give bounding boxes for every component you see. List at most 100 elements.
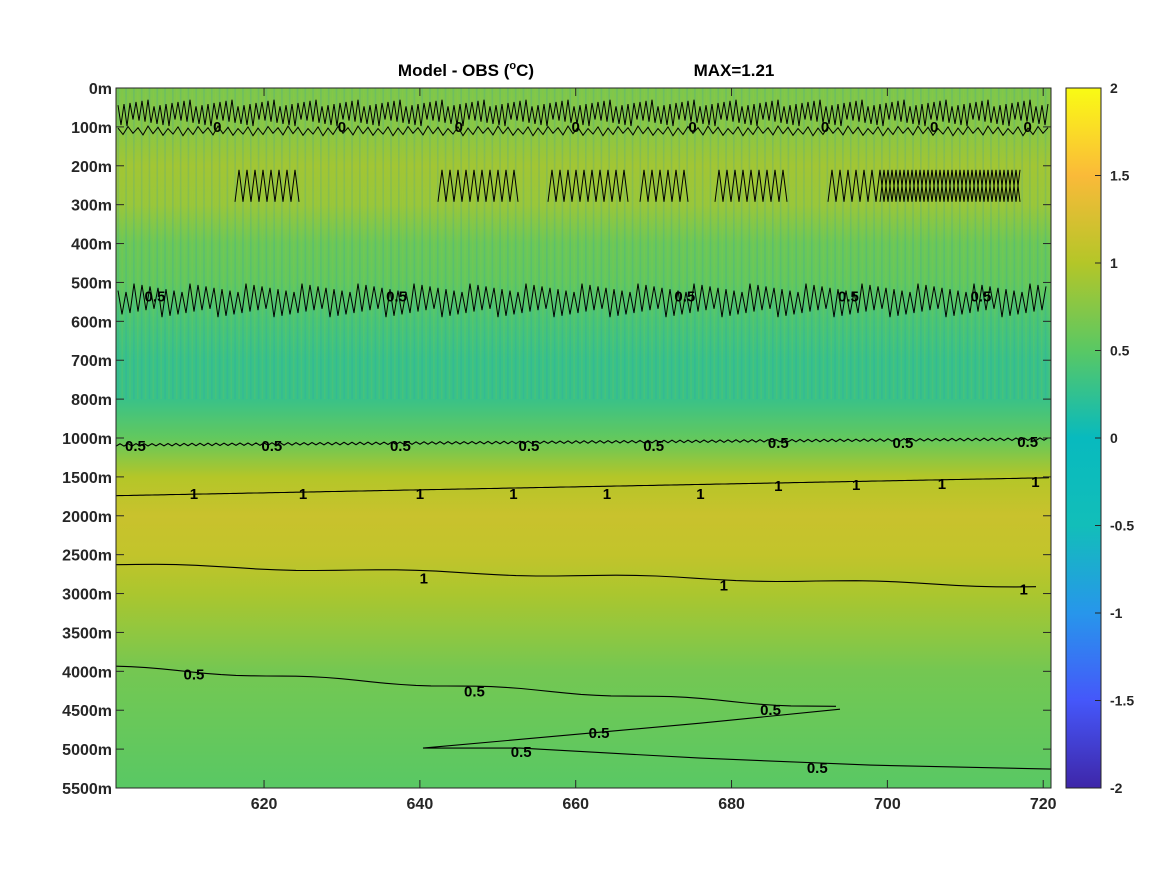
colorbar-tick-label: 0	[1110, 430, 1118, 446]
x-tick-label: 620	[251, 796, 278, 813]
contour-noise-250m-1	[547, 169, 629, 202]
plot-area: 0.5 0.5 0.5 0.5 0.5 0.5 0.5 0.5 1 1 1 1 1 1 1 1 1 1 1 1 1 0.5…	[115, 87, 1052, 789]
colorbar-ticks: 2 1.5 1 0.5 0 -0.5 -1 -1.5 -2	[1095, 80, 1134, 796]
contour-noise-250m-4	[234, 169, 300, 202]
title-prefix: Model - OBS (	[398, 61, 510, 80]
x-tick-label: 720	[1030, 796, 1057, 813]
contour-label: 0.5	[1017, 434, 1038, 451]
contour-label: 0	[1023, 119, 1031, 136]
contour-noise-250m-2	[714, 169, 788, 202]
contour-label: 0.5	[893, 435, 914, 452]
contour-label: 0.5	[390, 438, 411, 455]
y-tick-label: 5500m	[62, 781, 112, 798]
contour-label: 0.5	[386, 288, 407, 305]
x-tick-label: 680	[718, 796, 745, 813]
contour-label: 1	[190, 486, 198, 503]
contour-label: 1	[603, 486, 611, 503]
y-tick-label: 500m	[71, 275, 112, 292]
contour-noise-550m	[117, 283, 1047, 318]
contour-label: 1	[774, 478, 782, 495]
heatmap-field	[116, 88, 1051, 788]
y-tick-label: 4000m	[62, 664, 112, 681]
y-tick-label: 3500m	[62, 625, 112, 642]
y-tick-label: 0m	[89, 81, 112, 98]
title-suffix: C)	[516, 61, 534, 80]
contour-label: 1	[509, 486, 517, 503]
colorbar-tick-label: 2	[1110, 80, 1118, 96]
contour-label: 1	[696, 486, 704, 503]
contour-label: 0.5	[145, 288, 166, 305]
y-tick-label: 2500m	[62, 548, 112, 565]
contour-label: 0.5	[464, 683, 485, 700]
colorbar-tick-label: 1.5	[1110, 168, 1130, 184]
contour-0.5-4800m	[422, 708, 1051, 770]
y-tick-label: 800m	[71, 392, 112, 409]
contour-label: 0.5	[674, 288, 695, 305]
contour-label: 0.5	[261, 438, 282, 455]
contour-label: 0.5	[125, 438, 146, 455]
contour-labels: 0.5 0.5 0.5 0.5 0.5 0.5 0.5 0.5 1 1 1 1 1 1 1 1 1 1 1 1 1 0.5…	[125, 119, 1040, 777]
contour-noise-250m-5	[639, 169, 689, 202]
y-tick-label: 700m	[71, 353, 112, 370]
y-tick-label: 100m	[71, 120, 112, 137]
contour-label: 0	[688, 119, 696, 136]
y-tick-label: 3000m	[62, 587, 112, 604]
colorbar: 2 1.5 1 0.5 0 -0.5 -1 -1.5 -2	[1065, 80, 1134, 796]
contour-label: 0	[455, 119, 463, 136]
y-tick-label: 600m	[71, 314, 112, 331]
y-tick-label: 200m	[71, 159, 112, 176]
contour-label: 1	[1020, 582, 1028, 599]
contour-1-2700m	[116, 563, 1037, 588]
contour-label: 0.5	[643, 438, 664, 455]
contour-label: 1	[720, 578, 728, 595]
contour-1-1500m	[116, 477, 1050, 497]
contour-label: 1	[852, 477, 860, 494]
y-tick-label: 4500m	[62, 703, 112, 720]
contour-label: 0.5	[183, 666, 204, 683]
contour-label: 0.5	[807, 760, 828, 777]
contour-label: 0	[572, 119, 580, 136]
chart-title: Model - OBS (oC)	[398, 60, 534, 80]
y-tick-label: 400m	[71, 237, 112, 254]
contour-label: 0.5	[760, 702, 781, 719]
contour-label: 0.5	[589, 725, 610, 742]
contour-label: 1	[938, 476, 946, 493]
contour-0.5-1000m	[116, 437, 1049, 447]
contour-noise-100m	[117, 125, 1049, 137]
contour-noise-surface	[117, 99, 1049, 127]
contour-lines	[116, 99, 1051, 770]
colorbar-tick-label: -1.5	[1110, 693, 1134, 709]
contour-noise-250m-6	[879, 169, 1021, 202]
y-tick-label: 1000m	[62, 431, 112, 448]
contour-label: 0.5	[970, 288, 991, 305]
contour-label: 0.5	[519, 438, 540, 455]
title-superscript: o	[509, 60, 516, 72]
contour-noise-250m-0	[437, 169, 519, 202]
field-texture	[117, 88, 1051, 400]
y-tick-label: 300m	[71, 198, 112, 215]
x-axis: 620 640 660 680 700 720	[251, 88, 1057, 813]
contour-label: 1	[1031, 474, 1039, 491]
colorbar-tick-label: 0.5	[1110, 343, 1130, 359]
x-tick-label: 640	[407, 796, 434, 813]
colorbar-tick-label: -2	[1110, 780, 1123, 796]
colorbar-tick-label: 1	[1110, 255, 1118, 271]
x-tick-label: 660	[562, 796, 589, 813]
contour-label: 0	[213, 119, 221, 136]
contour-label: 1	[416, 486, 424, 503]
contour-label: 0.5	[838, 288, 859, 305]
max-label: MAX=1.21	[694, 61, 775, 80]
contour-label: 1	[420, 571, 428, 588]
y-tick-label: 2000m	[62, 509, 112, 526]
contour-label: 0	[821, 119, 829, 136]
contour-label: 0	[338, 119, 346, 136]
colorbar-tick-label: -0.5	[1110, 518, 1134, 534]
contour-noise-250m-3	[827, 169, 1021, 202]
colorbar-tick-label: -1	[1110, 605, 1123, 621]
y-axis: 0m 100m 200m 300m 400m 500m 600m 700m 800m 1000m 1…	[62, 81, 1051, 798]
contour-0.5-4000m	[116, 665, 837, 707]
contour-label: 0.5	[768, 435, 789, 452]
contour-label: 0	[930, 119, 938, 136]
y-tick-label: 1500m	[62, 470, 112, 487]
y-tick-label: 5000m	[62, 742, 112, 759]
